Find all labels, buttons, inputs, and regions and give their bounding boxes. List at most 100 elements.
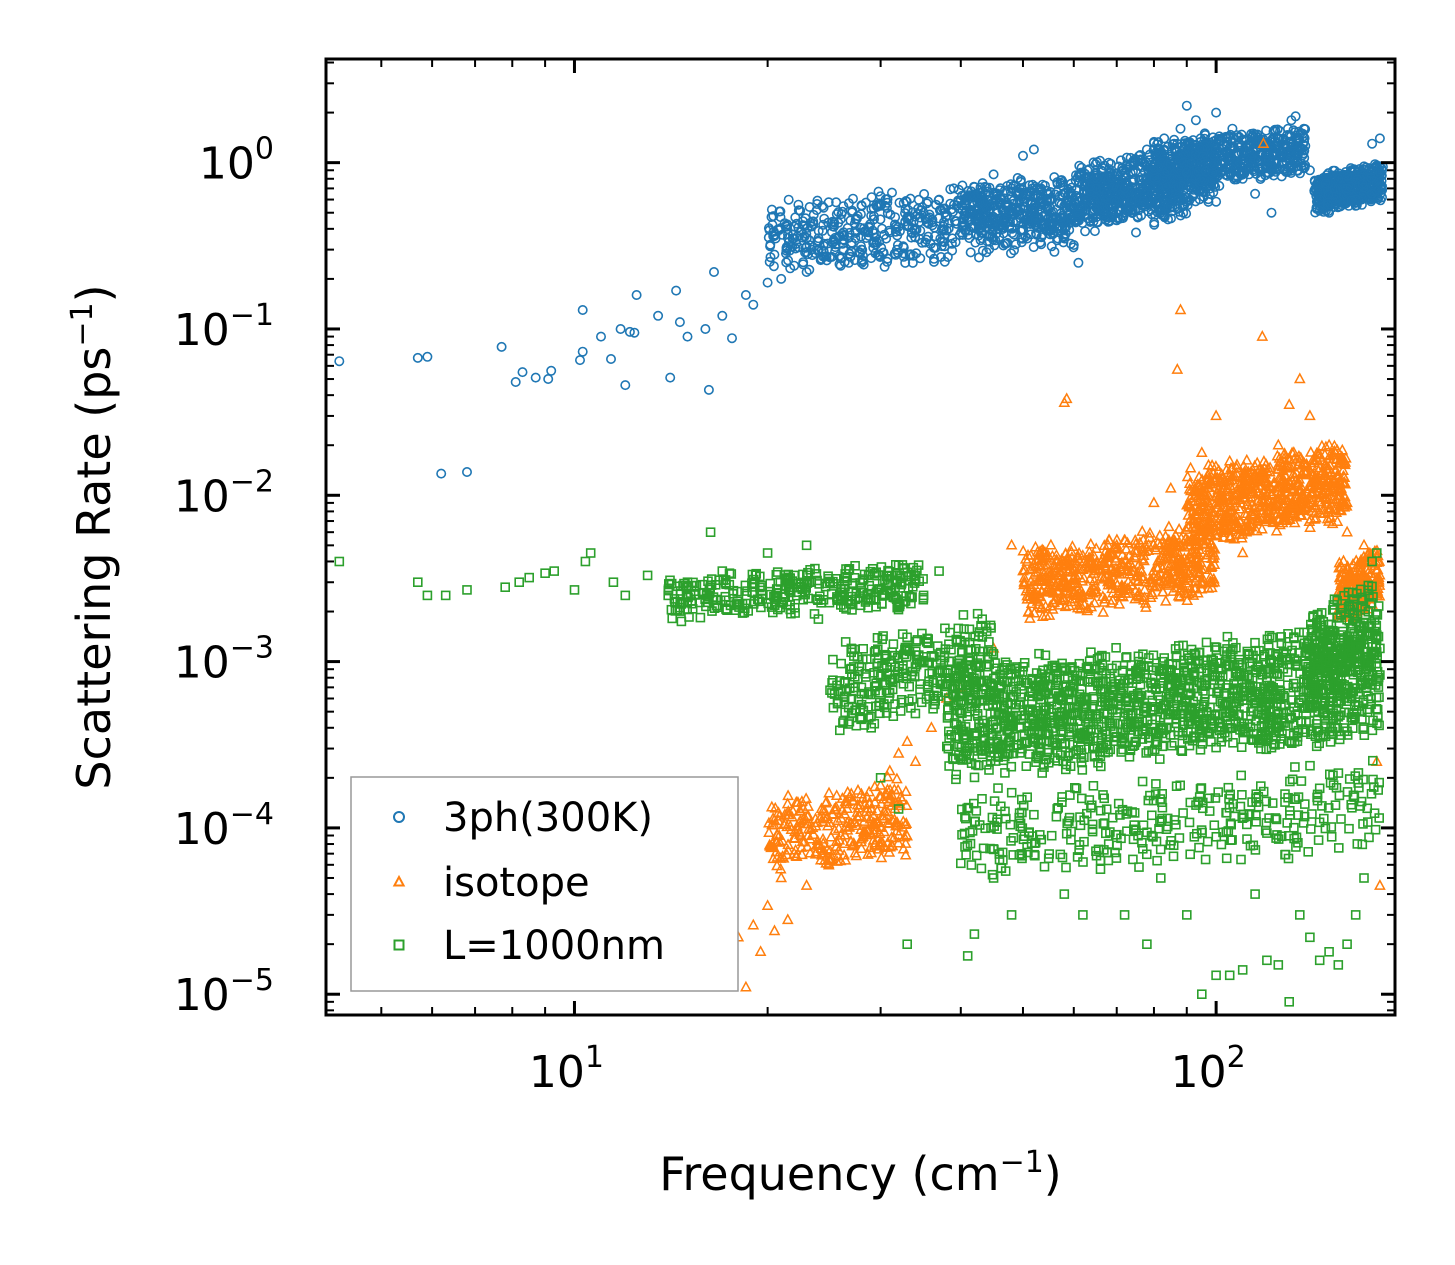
data-point-3ph-300k- [827, 221, 838, 232]
data-point-3ph-300k- [1017, 150, 1028, 161]
data-point-3ph-300k- [868, 228, 879, 239]
data-point-3ph-300k- [938, 237, 949, 248]
data-point-3ph-300k- [856, 257, 867, 268]
data-point-3ph-300k- [927, 214, 938, 225]
data-point-3ph-300k- [1052, 233, 1063, 244]
data-point-3ph-300k- [1074, 201, 1085, 212]
data-point-3ph-300k- [923, 231, 934, 242]
data-point-3ph-300k- [886, 187, 897, 198]
data-point-3ph-300k- [682, 331, 693, 342]
data-point-3ph-300k- [935, 252, 946, 263]
data-point-isotope [925, 721, 938, 733]
data-point-isotope [875, 851, 888, 863]
data-point-3ph-300k- [1042, 225, 1053, 236]
data-point-3ph-300k- [1116, 166, 1127, 177]
data-point-3ph-300k- [717, 310, 728, 321]
data-point-3ph-300k- [789, 221, 800, 232]
data-point-3ph-300k- [890, 249, 901, 260]
data-point-3ph-300k- [804, 202, 815, 213]
data-point-3ph-300k- [804, 240, 815, 251]
data-point-3ph-300k- [1045, 212, 1056, 223]
data-point-3ph-300k- [873, 186, 884, 197]
data-point-3ph-300k- [1005, 179, 1016, 190]
data-point-3ph-300k- [1106, 172, 1117, 183]
data-point-3ph-300k- [847, 193, 858, 204]
data-point-3ph-300k- [977, 233, 988, 244]
data-point-isotope [1272, 438, 1285, 450]
data-point-isotope [740, 980, 752, 992]
data-point-3ph-300k- [1181, 100, 1192, 111]
data-point-3ph-300k- [868, 242, 879, 253]
data-point-3ph-300k- [1001, 201, 1012, 212]
data-point-3ph-300k- [765, 252, 776, 263]
data-point-3ph-300k- [987, 226, 998, 237]
data-point-isotope [901, 735, 914, 746]
data-point-3ph-300k- [1012, 173, 1023, 184]
data-point-isotope [883, 764, 896, 776]
data-point-3ph-300k- [776, 273, 787, 284]
data-point-isotope [754, 945, 767, 957]
data-point-3ph-300k- [1130, 166, 1141, 177]
data-point-3ph-300k- [615, 323, 626, 334]
data-point-3ph-300k- [1190, 115, 1201, 126]
data-point-3ph-300k- [1085, 186, 1096, 197]
data-point-3ph-300k- [1073, 257, 1084, 268]
data-point-3ph-300k- [784, 245, 795, 256]
data-point-3ph-300k- [988, 169, 999, 180]
data-point-3ph-300k- [1022, 210, 1033, 221]
data-point-3ph-300k- [804, 264, 815, 275]
data-point-3ph-300k- [940, 212, 951, 223]
data-point-3ph-300k- [1005, 248, 1016, 259]
data-point-3ph-300k- [1046, 241, 1057, 252]
data-point-3ph-300k- [892, 240, 903, 251]
data-point-isotope [1358, 538, 1370, 550]
data-point-3ph-300k- [1092, 173, 1103, 184]
data-point-3ph-300k- [1025, 229, 1036, 240]
data-point-3ph-300k- [812, 195, 823, 206]
data-point-3ph-300k- [703, 384, 714, 395]
data-point-3ph-300k- [1146, 209, 1157, 220]
data-point-3ph-300k- [1074, 160, 1085, 171]
data-point-isotope [1097, 605, 1110, 617]
data-point-3ph-300k- [830, 246, 841, 257]
data-point-3ph-300k- [1015, 225, 1026, 236]
data-point-3ph-300k- [1190, 196, 1201, 207]
data-point-isotope [761, 899, 774, 911]
data-point-isotope [823, 786, 835, 798]
data-point-isotope [1240, 453, 1253, 465]
data-point-isotope [800, 879, 813, 890]
data-point-isotope [892, 746, 905, 758]
data-point-3ph-300k- [904, 249, 915, 260]
data-point-3ph-300k- [1131, 227, 1142, 238]
data-point-3ph-300k- [964, 233, 975, 244]
data-point-isotope [1374, 879, 1386, 890]
data-point-3ph-300k- [855, 209, 866, 220]
data-point-3ph-300k- [1011, 217, 1022, 228]
data-point-3ph-300k- [817, 225, 828, 236]
data-point-3ph-300k- [496, 341, 507, 352]
data-point-3ph-300k- [748, 299, 759, 310]
data-point-3ph-300k- [653, 310, 664, 321]
data-point-3ph-300k- [1003, 207, 1014, 218]
data-point-3ph-300k- [1052, 179, 1063, 190]
data-point-3ph-300k- [1136, 210, 1147, 221]
data-point-3ph-300k- [1127, 174, 1138, 185]
data-point-3ph-300k- [818, 202, 829, 213]
data-point-isotope [1163, 520, 1175, 532]
data-point-isotope [1195, 446, 1208, 458]
data-point-3ph-300k- [975, 235, 986, 246]
data-point-3ph-300k- [1071, 170, 1082, 181]
data-point-3ph-300k- [919, 189, 930, 200]
data-point-3ph-300k- [947, 245, 958, 256]
data-point-3ph-300k- [879, 229, 890, 240]
data-point-3ph-300k- [1012, 189, 1023, 200]
data-point-3ph-300k- [1159, 157, 1170, 168]
data-point-3ph-300k- [946, 204, 957, 215]
data-point-3ph-300k- [1054, 191, 1065, 202]
data-point-3ph-300k- [956, 227, 967, 238]
data-point-3ph-300k- [798, 257, 809, 268]
data-point-3ph-300k- [1055, 212, 1066, 223]
data-point-isotope [909, 755, 922, 766]
data-point-3ph-300k- [815, 255, 826, 266]
